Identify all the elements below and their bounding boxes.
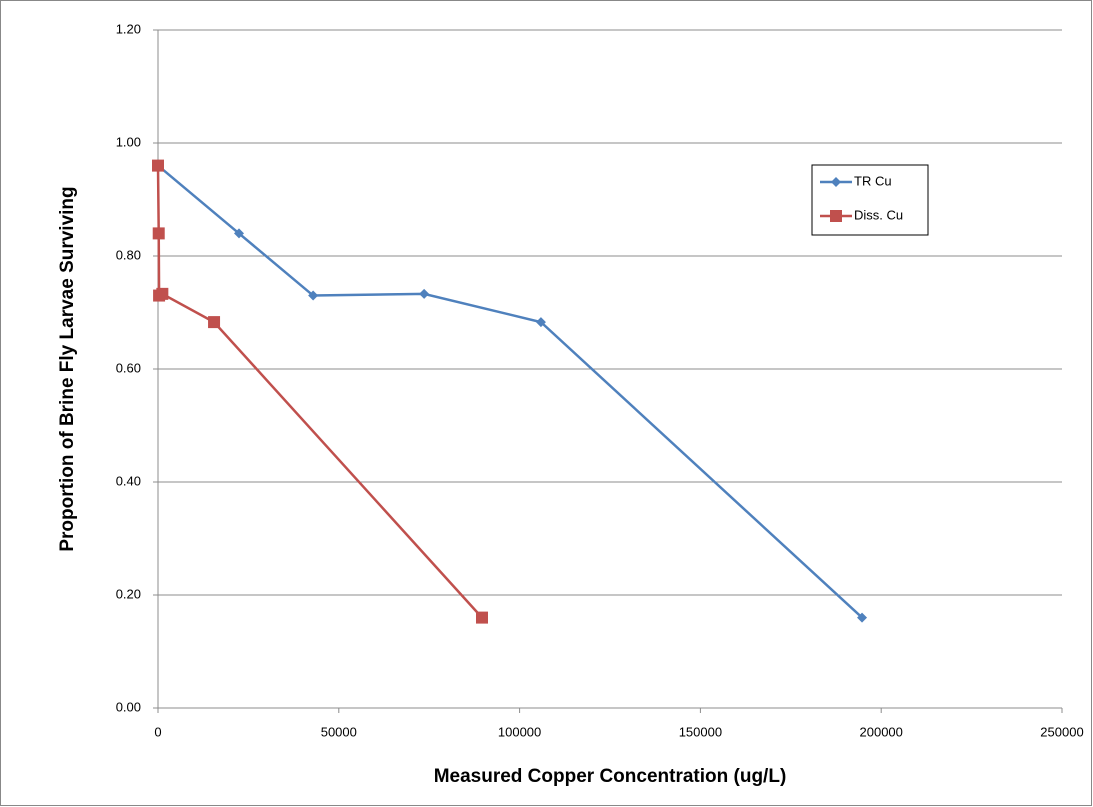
marker [535,317,546,328]
y-tick-label: 1.00 [116,134,141,149]
x-tick-label: 200000 [860,724,903,739]
legend-label: Diss. Cu [854,207,903,222]
y-tick-label: 1.20 [116,21,141,36]
legend: TR Cu Diss. Cu [811,164,929,236]
x-tick-label: 50000 [321,724,357,739]
marker [857,612,868,623]
y-axis-title: Proportion of Brine Fly Larvae Surviving [57,186,78,551]
y-tick-label: 0.00 [116,699,141,714]
marker [156,287,169,300]
y-tick-label: 0.20 [116,586,141,601]
y-tick-label: 0.80 [116,247,141,262]
y-tick-label: 0.60 [116,360,141,375]
marker [152,227,165,240]
x-axis-title: Measured Copper Concentration (ug/L) [434,766,787,787]
x-tick-label: 0 [154,724,161,739]
x-tick-label: 100000 [498,724,541,739]
legend-marker [830,210,842,222]
series-line [157,164,863,619]
legend-label: TR Cu [854,173,892,188]
legend-box [811,164,929,236]
x-tick-label: 150000 [679,724,722,739]
marker [152,159,164,172]
x-tick-label: 250000 [1040,724,1083,739]
marker [419,288,430,299]
marker [308,290,319,301]
y-tick-label: 0.40 [116,473,141,488]
marker [208,316,221,329]
marker [475,611,488,624]
legend-marker [831,177,841,187]
marker [233,228,244,239]
